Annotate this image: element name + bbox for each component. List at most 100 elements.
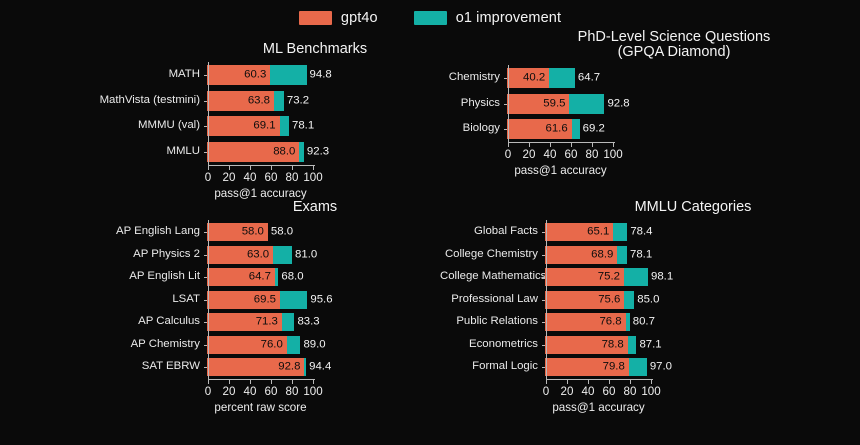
x-tick-mark — [208, 165, 210, 170]
bar-segment-o1-improvement[interactable] — [627, 335, 637, 354]
stacked-bar[interactable]: 88.0 — [207, 141, 304, 162]
stacked-bar[interactable]: 75.2 — [545, 268, 648, 286]
category-label: Formal Logic — [472, 360, 538, 373]
bar-segment-o1-improvement[interactable] — [273, 245, 293, 264]
bar-segment-gpt4o[interactable]: 71.3 — [207, 313, 282, 331]
bar-segment-gpt4o[interactable]: 68.9 — [545, 245, 618, 264]
legend-label-o1-improvement: o1 improvement — [455, 10, 562, 26]
stacked-bar[interactable]: 60.3 — [207, 65, 307, 85]
y-tick-mark — [542, 322, 546, 323]
stacked-bar[interactable]: 65.1 — [545, 223, 628, 241]
bar-row: College Mathematics 75.2 98.1 — [440, 268, 840, 286]
y-tick-mark — [542, 232, 546, 233]
category-label: Global Facts — [474, 225, 538, 238]
category-label: College Mathematics — [440, 270, 547, 283]
plot-area: AP English Lang 58.0 58.0 AP Physics 2 63.0 8… — [62, 220, 422, 420]
bar-segment-gpt4o[interactable]: 69.5 — [207, 290, 280, 309]
bar-segment-o1-improvement[interactable] — [270, 65, 307, 85]
bar-segment-gpt4o[interactable]: 92.8 — [207, 358, 305, 376]
bar-segment-gpt4o[interactable]: 69.1 — [207, 116, 280, 136]
bar-segment-o1-improvement[interactable] — [279, 116, 289, 136]
stacked-bar[interactable]: 92.8 — [207, 358, 307, 376]
bar-row: Global Facts 65.1 78.4 — [440, 223, 840, 241]
bar-segment-o1-improvement[interactable] — [281, 313, 295, 331]
bar-segment-gpt4o[interactable]: 76.0 — [207, 335, 287, 354]
bar-value-base: 64.7 — [248, 270, 271, 283]
stacked-bar[interactable]: 40.2 — [507, 68, 575, 88]
bar-segment-o1-improvement[interactable] — [299, 141, 304, 162]
bar-segment-gpt4o[interactable]: 88.0 — [207, 141, 300, 162]
stacked-bar[interactable]: 76.0 — [207, 335, 301, 354]
stacked-bar[interactable]: 76.8 — [545, 313, 630, 331]
bar-segment-gpt4o[interactable]: 65.1 — [545, 223, 614, 241]
bar-segment-o1-improvement[interactable] — [617, 245, 627, 264]
stacked-bar[interactable]: 64.7 — [207, 268, 279, 286]
bar-segment-gpt4o[interactable]: 79.8 — [545, 358, 629, 376]
stacked-bar[interactable]: 71.3 — [207, 313, 295, 331]
y-tick-mark — [204, 126, 208, 127]
bar-row: College Chemistry 68.9 78.1 — [440, 245, 840, 264]
stacked-bar[interactable]: 61.6 — [507, 119, 580, 139]
stacked-bar[interactable]: 68.9 — [545, 245, 627, 264]
stacked-bar[interactable]: 79.8 — [545, 358, 647, 376]
bar-segment-o1-improvement[interactable] — [623, 268, 648, 286]
bar-area: 61.6 69.2 — [507, 119, 840, 139]
bar-segment-gpt4o[interactable]: 75.6 — [545, 290, 625, 309]
bar-value-total: 73.2 — [286, 93, 310, 106]
panel-title: MMLU Categories — [634, 199, 752, 215]
stacked-bar[interactable]: 69.1 — [207, 116, 289, 136]
bar-segment-o1-improvement[interactable] — [628, 358, 647, 376]
category-label: Chemistry — [448, 71, 500, 84]
x-axis-label: pass@1 accuracy — [514, 164, 607, 177]
bar-segment-o1-improvement[interactable] — [571, 119, 580, 139]
y-tick-mark — [204, 277, 208, 278]
bar-row: AP English Lit 64.7 68.0 — [62, 268, 422, 286]
stacked-bar[interactable]: 58.0 — [207, 223, 268, 241]
bar-area: 63.0 81.0 — [207, 245, 422, 264]
bar-value-total: 92.3 — [306, 144, 330, 157]
bar-segment-gpt4o[interactable]: 59.5 — [507, 93, 570, 114]
bar-segment-o1-improvement[interactable] — [549, 68, 575, 88]
bar-segment-gpt4o[interactable]: 75.2 — [545, 268, 624, 286]
bar-value-total: 80.7 — [632, 315, 655, 328]
category-label: AP Physics 2 — [133, 247, 200, 260]
bar-segment-gpt4o[interactable]: 61.6 — [507, 119, 572, 139]
stacked-bar[interactable]: 59.5 — [507, 93, 605, 114]
bar-segment-o1-improvement[interactable] — [613, 223, 628, 241]
bar-segment-gpt4o[interactable]: 76.8 — [545, 313, 626, 331]
bar-segment-gpt4o[interactable]: 60.3 — [207, 65, 271, 85]
stacked-bar[interactable]: 78.8 — [545, 335, 637, 354]
x-tick-label: 60 — [564, 148, 578, 161]
stacked-bar[interactable]: 75.6 — [545, 290, 635, 309]
x-tick-mark — [292, 380, 294, 384]
bar-segment-o1-improvement[interactable] — [273, 90, 284, 111]
stacked-bar[interactable]: 69.5 — [207, 290, 308, 309]
bar-segment-o1-improvement[interactable] — [304, 358, 307, 376]
bar-segment-gpt4o[interactable]: 58.0 — [207, 223, 268, 241]
stacked-bar[interactable]: 63.8 — [207, 90, 284, 111]
bar-segment-gpt4o[interactable]: 78.8 — [545, 335, 628, 354]
bar-segment-gpt4o[interactable]: 63.8 — [207, 90, 274, 111]
bar-value-total: 97.0 — [649, 360, 673, 373]
bar-segment-o1-improvement[interactable] — [286, 335, 301, 354]
x-tick-label: 80 — [285, 385, 299, 398]
bar-segment-o1-improvement[interactable] — [569, 93, 605, 114]
bar-segment-o1-improvement[interactable] — [274, 268, 279, 286]
bar-area: 65.1 78.4 — [545, 223, 840, 241]
x-axis-spine — [208, 164, 315, 166]
stacked-bar[interactable]: 63.0 — [207, 245, 293, 264]
x-tick-mark — [313, 380, 315, 384]
bar-segment-o1-improvement[interactable] — [624, 290, 635, 309]
bar-segment-gpt4o[interactable]: 63.0 — [207, 245, 274, 264]
y-tick-mark — [542, 299, 546, 301]
x-tick-label: 20 — [522, 148, 536, 161]
x-tick-label: 20 — [222, 385, 236, 398]
bar-segment-o1-improvement[interactable] — [625, 313, 630, 331]
bar-segment-gpt4o[interactable]: 64.7 — [207, 268, 275, 286]
y-tick-mark — [204, 100, 208, 102]
category-label: AP English Lang — [115, 225, 200, 238]
bar-segment-gpt4o[interactable]: 40.2 — [507, 68, 550, 88]
bar-area: 69.5 95.6 — [207, 290, 422, 309]
x-tick-mark — [271, 165, 273, 170]
bar-segment-o1-improvement[interactable] — [279, 290, 308, 309]
